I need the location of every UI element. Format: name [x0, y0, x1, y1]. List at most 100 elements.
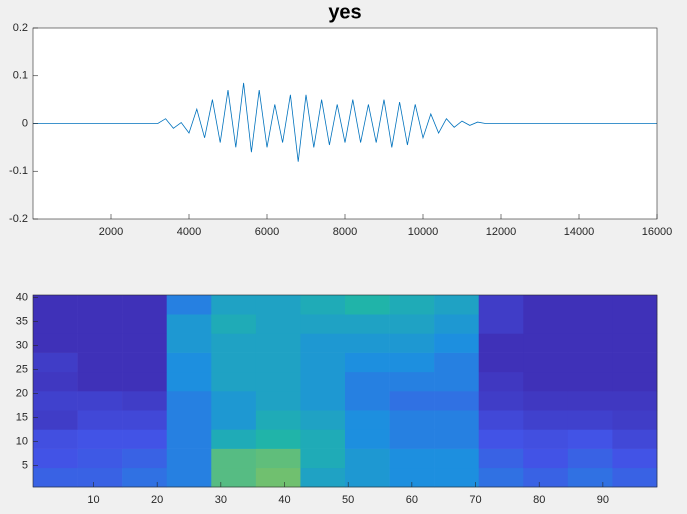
heatmap-cell: [122, 429, 168, 449]
x-tick-label: 2000: [99, 226, 123, 238]
heatmap-cell: [612, 448, 658, 469]
heatmap-cell: [434, 391, 480, 411]
heatmap-cell: [77, 410, 123, 430]
heatmap-cell: [33, 333, 78, 353]
heatmap-cell: [166, 467, 212, 488]
heatmap-cell: [211, 333, 257, 353]
heatmap-cell: [567, 371, 613, 392]
x-tick-label: 60: [406, 494, 418, 506]
heatmap-cell: [612, 429, 658, 449]
heatmap-cell: [345, 448, 390, 469]
heatmap-cell: [389, 448, 435, 469]
heatmap-cell: [122, 391, 168, 411]
heatmap-cell: [389, 429, 435, 449]
heatmap-cell: [345, 333, 390, 353]
heatmap-cell: [300, 352, 346, 373]
heatmap-cell: [33, 352, 78, 373]
x-tick-label: 20: [151, 494, 163, 506]
heatmap-cell: [345, 410, 390, 430]
heatmap-cell: [300, 314, 346, 334]
heatmap-cell: [122, 467, 168, 488]
heatmap-cell: [300, 410, 346, 430]
x-tick-label: 80: [533, 494, 545, 506]
heatmap-cell: [567, 352, 613, 373]
heatmap-cell: [345, 352, 390, 373]
x-tick-label: 14000: [564, 226, 595, 238]
y-tick-label: 10: [16, 435, 28, 447]
heatmap-cell: [211, 352, 257, 373]
waveform-line: [33, 82, 657, 162]
x-tick-label: 8000: [333, 226, 357, 238]
x-tick-label: 16000: [642, 226, 673, 238]
x-tick-label: 40: [278, 494, 290, 506]
heatmap-cell: [434, 314, 480, 334]
heatmap-cell: [211, 410, 257, 430]
y-tick-label: 0.1: [13, 70, 28, 82]
heatmap-cell: [33, 448, 78, 469]
heatmap-cell: [478, 314, 524, 334]
heatmap-cell: [345, 314, 390, 334]
heatmap-cell: [166, 333, 212, 353]
heatmap-cell: [211, 448, 257, 469]
heatmap-cell: [211, 391, 257, 411]
heatmap-cell: [567, 295, 613, 315]
heatmap-cell: [434, 371, 480, 392]
heatmap-cell: [255, 295, 301, 315]
heatmap-cell: [122, 352, 168, 373]
heatmap-cell: [33, 467, 78, 488]
heatmap-cell: [77, 333, 123, 353]
heatmap-cell: [612, 333, 658, 353]
heatmap-cell: [612, 410, 658, 430]
heatmap-cell: [166, 391, 212, 411]
y-tick-label: 25: [16, 363, 28, 375]
heatmap-cell: [478, 391, 524, 411]
heatmap-cell: [300, 391, 346, 411]
heatmap-cell: [77, 295, 123, 315]
heatmap-cell: [33, 429, 78, 449]
heatmap-cell: [166, 371, 212, 392]
y-tick-label: 30: [16, 339, 28, 351]
heatmap-cell: [345, 429, 390, 449]
heatmap-cell: [300, 371, 346, 392]
heatmap-cell: [300, 295, 346, 315]
heatmap-cell: [612, 352, 658, 373]
heatmap-cell: [211, 467, 257, 488]
heatmap-cell: [255, 391, 301, 411]
heatmap-cell: [77, 314, 123, 334]
heatmap-cell: [255, 352, 301, 373]
heatmap-cell: [478, 295, 524, 315]
y-tick-label: 35: [16, 315, 28, 327]
y-tick-label: 15: [16, 411, 28, 423]
heatmap-cell: [567, 429, 613, 449]
heatmap-cell: [77, 429, 123, 449]
heatmap-cell: [612, 391, 658, 411]
heatmap-cell: [389, 391, 435, 411]
heatmap-cell: [478, 448, 524, 469]
heatmap-cell: [345, 295, 390, 315]
heatmap-cell: [434, 467, 480, 488]
heatmap-cell: [345, 467, 390, 488]
heatmap-cell: [122, 448, 168, 469]
heatmap-cell: [211, 429, 257, 449]
heatmap-cell: [523, 333, 569, 353]
heatmap-cell: [612, 295, 658, 315]
heatmap-cell: [211, 295, 257, 315]
x-tick-label: 6000: [255, 226, 279, 238]
heatmap-cell: [77, 467, 123, 488]
heatmap-cell: [122, 333, 168, 353]
heatmap-cell: [255, 314, 301, 334]
heatmap-cell: [255, 467, 301, 488]
heatmap-cell: [389, 295, 435, 315]
heatmap-cell: [434, 295, 480, 315]
x-tick-label: 50: [342, 494, 354, 506]
heatmap-cell: [255, 448, 301, 469]
y-tick-label: -0.2: [9, 213, 28, 225]
x-tick-label: 4000: [177, 226, 201, 238]
heatmap-cell: [255, 371, 301, 392]
heatmap-cell: [612, 371, 658, 392]
heatmap-cell: [166, 295, 212, 315]
heatmap-cell: [77, 448, 123, 469]
heatmap-cell: [567, 448, 613, 469]
y-tick-label: 5: [22, 459, 28, 471]
